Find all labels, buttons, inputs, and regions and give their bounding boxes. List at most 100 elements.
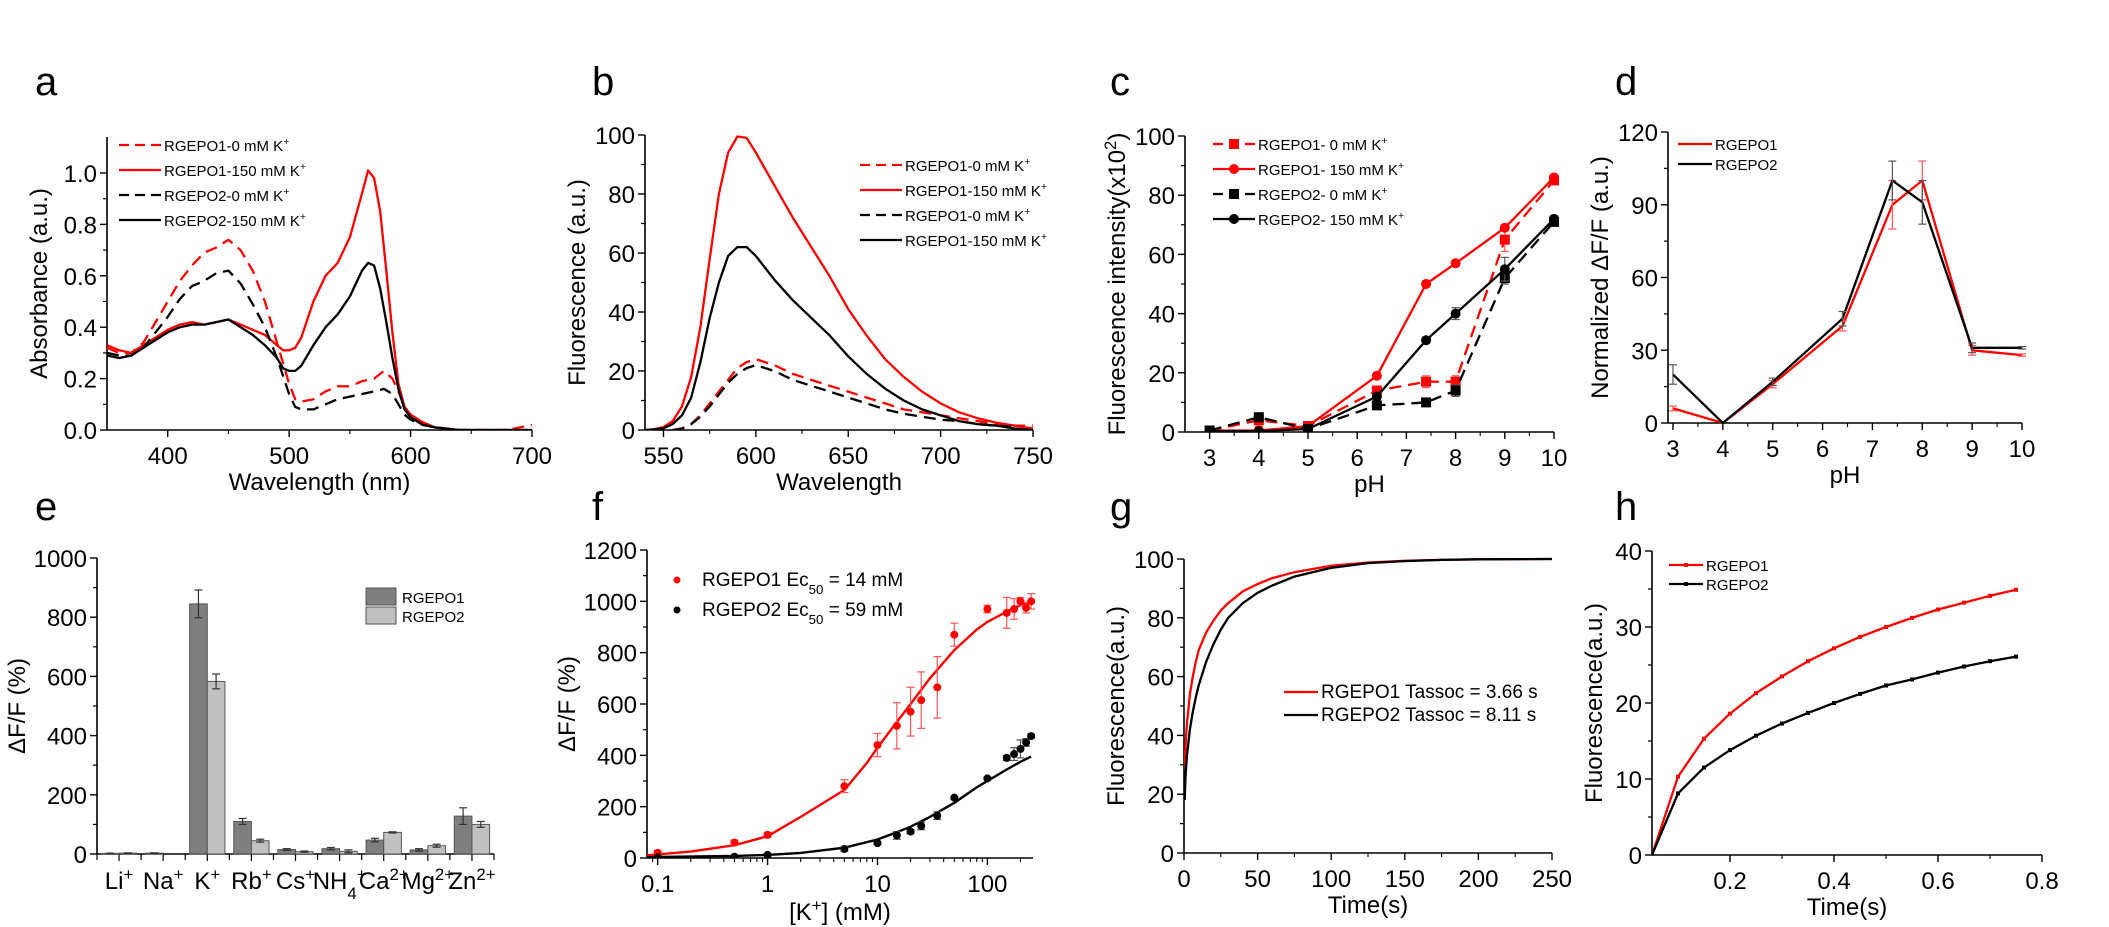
y-tick-label: 40 bbox=[608, 300, 635, 327]
x-tick-label: 150 bbox=[1385, 866, 1425, 893]
panel-label: a bbox=[35, 60, 58, 104]
panel-a: a 0.0 0.2 0.4 0.6 0.8 1.0 400 500 600 700 Wavelengt… bbox=[26, 60, 552, 496]
panel-label: g bbox=[1110, 485, 1132, 529]
y-tick-label: 60 bbox=[1147, 665, 1174, 692]
data-point bbox=[983, 774, 992, 783]
legend-marker bbox=[1229, 214, 1239, 224]
data-point bbox=[1027, 732, 1036, 741]
legend-marker bbox=[1229, 139, 1239, 149]
x-tick-label: 600 bbox=[391, 443, 431, 470]
data-point bbox=[763, 850, 772, 858]
x-tick-label: K+ bbox=[194, 865, 220, 896]
legend-marker bbox=[1684, 563, 1688, 567]
x-axis-title: pH bbox=[1354, 471, 1385, 498]
data-point bbox=[1676, 774, 1680, 779]
x-tick-label: 50 bbox=[1244, 866, 1271, 893]
x-axis-title: Time(s) bbox=[1328, 892, 1408, 919]
y-axis-title: ΔF/F (%) bbox=[554, 656, 581, 752]
y-tick-label: 20 bbox=[608, 359, 635, 386]
y-tick-label: 40 bbox=[1615, 539, 1642, 566]
x-tick-label: 10 bbox=[864, 871, 891, 898]
y-tick-label: 10 bbox=[1615, 767, 1642, 794]
y-tick-label: 60 bbox=[608, 241, 635, 268]
data-point bbox=[1549, 213, 1559, 224]
data-point bbox=[1016, 597, 1025, 606]
y-axis-title: Fluorescence intensity(x102) bbox=[1101, 133, 1132, 436]
data-point bbox=[1652, 853, 1654, 855]
data-point bbox=[1022, 738, 1031, 747]
y-tick-label: 1000 bbox=[34, 546, 87, 573]
x-tick-label: 4 bbox=[1716, 436, 1729, 463]
x-tick-label: 7 bbox=[1400, 445, 1413, 472]
x-tick-label: 650 bbox=[828, 443, 868, 470]
x-axis-title: Time(s) bbox=[1807, 894, 1887, 921]
x-tick-label: 6 bbox=[1351, 445, 1364, 472]
data-point bbox=[840, 845, 849, 854]
x-tick-label: Cs+ bbox=[276, 865, 315, 896]
x-tick-label: 5 bbox=[1301, 445, 1314, 472]
y-tick-label: 0.2 bbox=[64, 367, 97, 394]
y-axis-title: Absorbance (a.u.) bbox=[26, 188, 53, 379]
legend-label: RGEPO2 bbox=[1715, 157, 1778, 174]
x-tick-label: 8 bbox=[1916, 436, 1929, 463]
data-point bbox=[1421, 279, 1432, 289]
x-tick-label: 8 bbox=[1449, 445, 1462, 472]
data-point bbox=[653, 853, 662, 858]
x-tick-label: Ca2+ bbox=[359, 865, 409, 896]
y-tick-label: 30 bbox=[1615, 615, 1642, 642]
data-point bbox=[1806, 659, 1810, 664]
data-point bbox=[1002, 608, 1011, 617]
y-tick-label: 100 bbox=[1135, 124, 1175, 151]
x-tick-label: 0.6 bbox=[1921, 868, 1954, 895]
data-point bbox=[1450, 258, 1461, 269]
data-point bbox=[1676, 791, 1680, 796]
y-axis-title: Fluorescence(a.u.) bbox=[1581, 603, 1608, 803]
y-tick-label: 0 bbox=[1645, 411, 1658, 438]
data-point bbox=[1988, 659, 1992, 664]
data-point bbox=[1499, 264, 1510, 275]
x-tick-label: 0.4 bbox=[1817, 868, 1850, 895]
x-tick-label: 400 bbox=[148, 443, 188, 470]
x-tick-label: Mg2+ bbox=[402, 865, 454, 896]
data-point bbox=[1421, 397, 1432, 408]
y-axis-title: Fluorescence(a.u.) bbox=[1103, 606, 1130, 806]
x-tick-label: 550 bbox=[643, 443, 683, 470]
legend-label: RGEPO1-0 mM K+ bbox=[164, 136, 289, 155]
legend-marker bbox=[1229, 164, 1239, 174]
panel-b: b 0 20 40 60 80 100 550 600 650 700 750 Wavelength Fl… bbox=[564, 60, 1053, 496]
legend-label: RGEPO2-0 mM K+ bbox=[164, 186, 289, 205]
y-tick-label: 0 bbox=[1162, 420, 1175, 447]
data-point bbox=[1027, 597, 1036, 606]
data-point bbox=[1936, 607, 1940, 612]
x-tick-label: Na+ bbox=[143, 865, 184, 896]
y-tick-label: 0 bbox=[622, 418, 635, 445]
x-tick-label: 6 bbox=[1816, 436, 1829, 463]
series-rgepo1-150-mm-k-line bbox=[645, 135, 1034, 430]
legend-label: RGEPO1 bbox=[402, 590, 465, 607]
x-tick-label: 5 bbox=[1766, 436, 1779, 463]
data-point bbox=[730, 852, 739, 858]
x-tick-label: 200 bbox=[1458, 866, 1498, 893]
data-point bbox=[1421, 376, 1432, 387]
x-axis-title: Wavelength bbox=[776, 469, 902, 496]
data-point bbox=[1858, 634, 1862, 639]
series-rgepo1-150-mm-k-line bbox=[645, 245, 1034, 430]
series-rgepo2-tassoc-8-11-s-line bbox=[1184, 557, 1553, 801]
data-point bbox=[950, 793, 959, 802]
y-tick-label: 800 bbox=[597, 641, 637, 668]
plot-area bbox=[107, 169, 533, 430]
panel-label: h bbox=[1615, 485, 1637, 529]
data-point bbox=[1728, 748, 1732, 753]
x-tick-label: Zn2+ bbox=[448, 865, 495, 896]
y-axis-title: ΔF/F (%) bbox=[4, 658, 31, 754]
data-point bbox=[1884, 625, 1888, 629]
x-tick-label: 700 bbox=[512, 443, 552, 470]
x-tick-label: 4 bbox=[1252, 445, 1265, 472]
data-point bbox=[1450, 308, 1461, 319]
data-point bbox=[2014, 654, 2018, 659]
x-axis-title: pH bbox=[1830, 462, 1861, 489]
x-tick-label: 10 bbox=[2009, 436, 2036, 463]
y-tick-label: 80 bbox=[1147, 606, 1174, 633]
series-rgepo1-0-mm-k-line bbox=[1209, 179, 1555, 432]
y-tick-label: 20 bbox=[1147, 782, 1174, 809]
